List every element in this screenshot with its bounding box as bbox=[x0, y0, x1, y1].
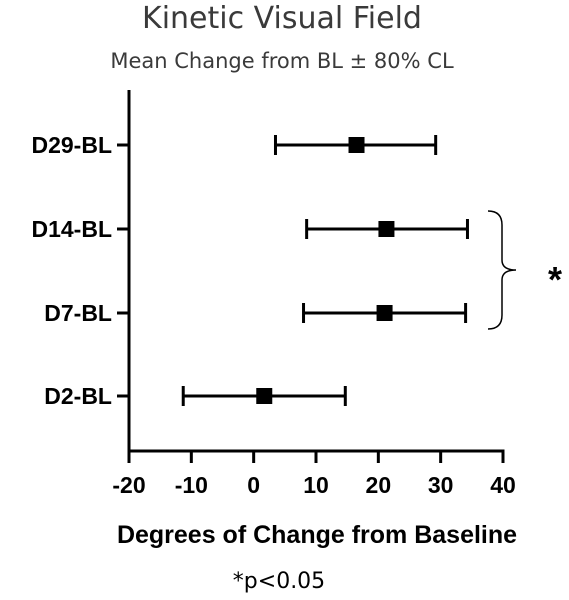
x-axis-label: Degrees of Change from Baseline bbox=[117, 521, 517, 549]
plot-area: -20 -10 0 10 20 30 40 D29-BL D14-BL D7-BL D2-BL * bbox=[31, 90, 562, 498]
data-point-marker bbox=[376, 305, 393, 321]
data-point-marker bbox=[348, 137, 365, 153]
x-tick-label: 20 bbox=[366, 472, 392, 498]
chart-subtitle: Mean Change from BL ± 80% CL bbox=[110, 49, 454, 73]
x-tick-label: 10 bbox=[303, 472, 329, 498]
significance-bracket bbox=[487, 210, 517, 330]
y-category-label: D2-BL bbox=[44, 383, 112, 409]
data-point-marker bbox=[256, 388, 273, 404]
y-category-label: D7-BL bbox=[44, 300, 112, 326]
x-tick-label: 30 bbox=[428, 472, 454, 498]
y-category-label: D14-BL bbox=[31, 216, 112, 242]
x-tick-label: 40 bbox=[490, 472, 516, 498]
y-category-label: D29-BL bbox=[31, 132, 112, 158]
x-tick-label: -20 bbox=[112, 472, 145, 498]
footnote: *p<0.05 bbox=[233, 569, 325, 594]
x-tick-label: 0 bbox=[247, 472, 260, 498]
x-tick-label: -10 bbox=[175, 472, 208, 498]
significance-star: * bbox=[548, 259, 562, 300]
data-point-marker bbox=[378, 221, 395, 237]
chart-title: Kinetic Visual Field bbox=[142, 1, 422, 36]
